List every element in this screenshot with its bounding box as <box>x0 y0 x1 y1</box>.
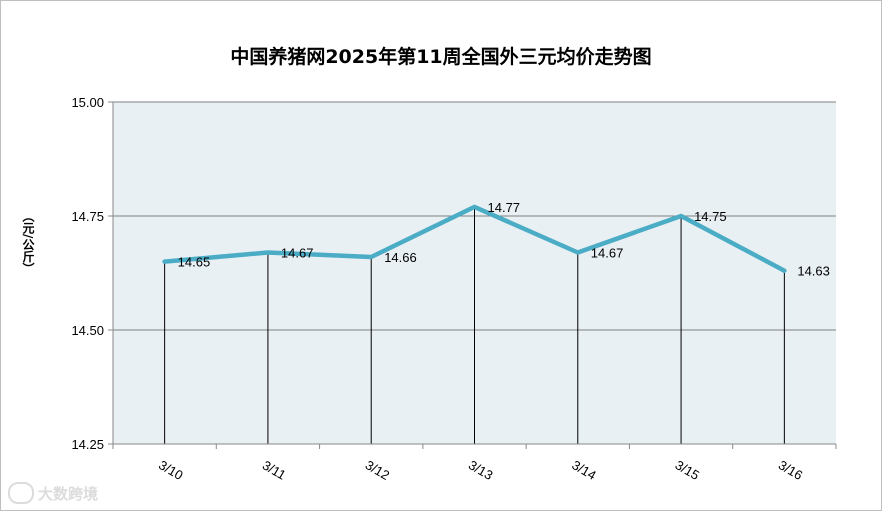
x-tick-label: 3/10 <box>156 457 185 483</box>
chat-bubble-icon <box>8 482 34 504</box>
y-axis-label: （元/公斤） <box>21 210 35 275</box>
y-tick-label: 14.50 <box>71 323 104 338</box>
x-tick-label: 3/16 <box>776 457 805 483</box>
data-label: 14.67 <box>591 245 624 260</box>
x-tick-label: 3/11 <box>260 458 289 483</box>
data-label: 14.65 <box>178 255 211 270</box>
data-label: 14.63 <box>797 264 830 279</box>
x-tick-label: 3/14 <box>569 457 598 483</box>
data-label: 14.66 <box>384 250 417 265</box>
y-tick-label: 14.75 <box>71 209 104 224</box>
x-tick-label: 3/13 <box>466 457 495 483</box>
y-tick-label: 15.00 <box>71 95 104 110</box>
watermark-text: 大数跨境 <box>38 484 99 503</box>
x-tick-label: 3/12 <box>363 457 392 483</box>
watermark: 大数跨境 <box>8 482 98 504</box>
x-tick-label: 3/15 <box>673 457 702 483</box>
data-label: 14.75 <box>694 209 727 224</box>
chart-title: 中国养猪网2025年第11周全国外三元均价走势图 <box>230 46 652 68</box>
data-label: 14.77 <box>488 200 521 215</box>
series-line <box>162 204 787 273</box>
y-tick-label: 14.25 <box>71 437 104 452</box>
data-label: 14.67 <box>281 245 314 260</box>
